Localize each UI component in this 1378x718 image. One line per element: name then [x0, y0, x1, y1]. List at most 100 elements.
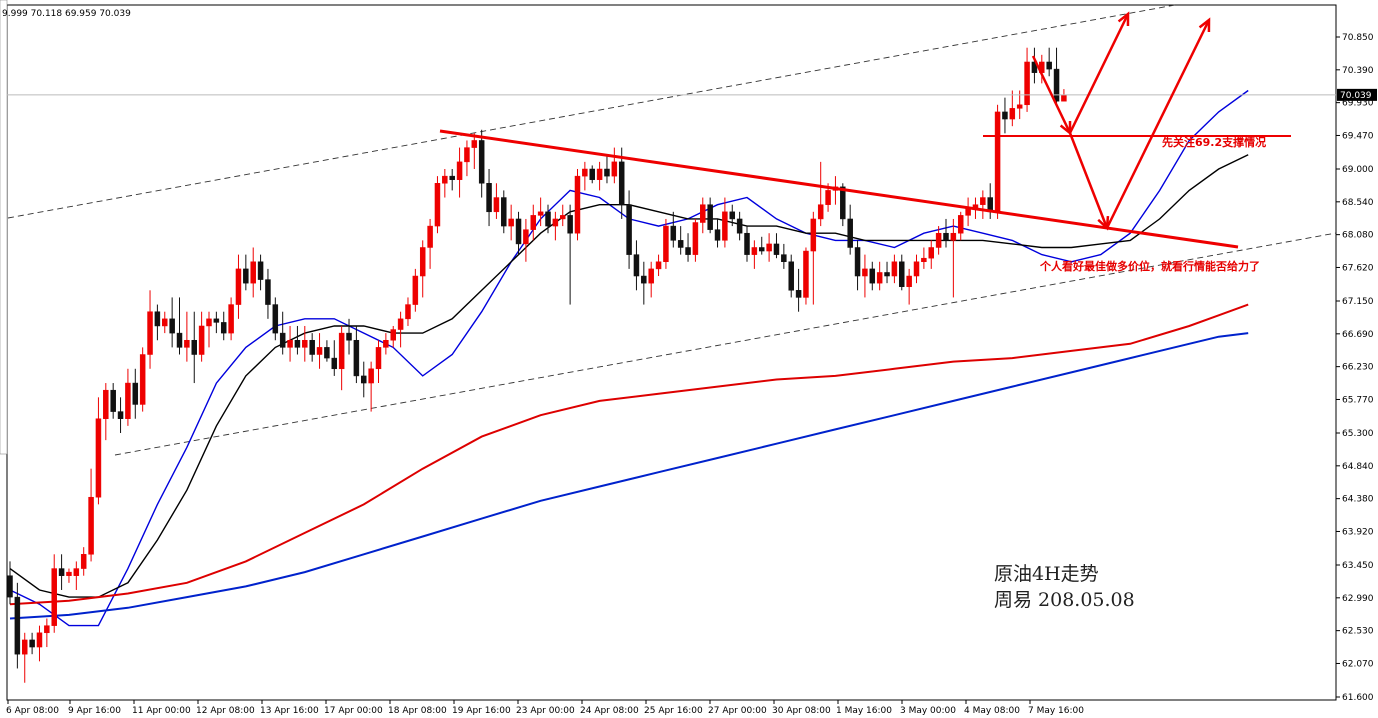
candle-body [88, 496, 94, 555]
candle-body [220, 322, 227, 334]
candle-body [21, 639, 28, 655]
candle-body [95, 418, 102, 498]
candle-body [375, 347, 382, 370]
channel-lower-line[interactable] [114, 232, 1337, 456]
candle-body [781, 254, 787, 263]
y-tick-label: 65.300 [1342, 429, 1374, 439]
candle-body [523, 229, 529, 245]
y-tick-label: 65.770 [1342, 395, 1374, 405]
y-tick-label: 61.600 [1342, 693, 1374, 703]
y-tick-label: 70.390 [1342, 66, 1374, 76]
candle-body [147, 311, 153, 355]
candle-body [700, 204, 706, 223]
candle-body [950, 232, 957, 241]
candle-body [36, 632, 43, 648]
candle-body [862, 268, 868, 277]
candle-body [324, 347, 330, 359]
candle-body [648, 268, 654, 284]
chart-subtitle: 周易 208.05.08 [994, 589, 1135, 611]
candle-body [670, 225, 677, 241]
plot-area [6, 4, 1337, 701]
candle-body [611, 161, 618, 177]
x-tick-label: 25 Apr 16:00 [644, 706, 703, 716]
chart-title: 原油4H走势 [994, 563, 1099, 585]
candle-body [685, 247, 691, 255]
candle-body [1002, 111, 1008, 120]
x-tick-label: 17 Apr 00:00 [324, 706, 383, 716]
candle-body [530, 215, 537, 230]
candle-body [560, 215, 566, 220]
time-axis: 6 Apr 08:00 9 Apr 16:00 11 Apr 00:00 12 Apr… [6, 700, 1084, 716]
arrow-up-1[interactable] [1068, 13, 1130, 134]
candle-body [132, 382, 139, 405]
candle-body [257, 261, 264, 280]
candle-body [803, 250, 809, 298]
candle-body [198, 325, 205, 355]
candle-body [891, 261, 898, 277]
candle-body [169, 318, 175, 334]
candle-body [390, 329, 396, 341]
candle-body [928, 247, 934, 259]
candle-body [714, 229, 721, 241]
x-tick-label: 4 May 08:00 [964, 706, 1020, 716]
candle-body [139, 354, 146, 405]
candle-body [906, 275, 912, 287]
candle-body [383, 339, 389, 348]
candle-body [493, 197, 500, 213]
arrow-down-2[interactable] [1068, 132, 1109, 229]
y-tick-label: 68.540 [1342, 198, 1374, 208]
candle-body [353, 339, 360, 377]
candle-body [840, 186, 846, 220]
candle-body [537, 211, 544, 216]
x-tick-label: 12 Apr 08:00 [196, 706, 255, 716]
candle-body [677, 240, 684, 248]
y-tick-label: 66.230 [1342, 363, 1374, 373]
ma-longest-line [9, 332, 1249, 620]
candle-body [618, 161, 625, 205]
candle-body [206, 318, 212, 327]
candle-body [1046, 61, 1052, 70]
y-tick-label: 67.150 [1342, 297, 1374, 307]
candle-body [729, 211, 736, 220]
y-tick-label: 66.690 [1342, 330, 1374, 340]
candle-body [309, 339, 315, 355]
y-tick-label: 62.070 [1342, 659, 1374, 669]
candle-body [545, 211, 551, 227]
y-tick-label: 67.620 [1342, 263, 1374, 273]
candle-body [854, 247, 861, 277]
candle-body [899, 261, 905, 287]
channel-upper-line[interactable] [7, 4, 1176, 219]
candle-body [736, 218, 743, 234]
candle-body [825, 190, 831, 205]
x-tick-label: 23 Apr 00:00 [516, 706, 575, 716]
candle-body [265, 279, 271, 305]
candle-body [419, 247, 426, 277]
candle-body [604, 168, 610, 177]
candle-body [427, 225, 433, 248]
candle-body [73, 568, 80, 576]
y-tick-label: 70.850 [1342, 33, 1374, 43]
y-tick-label: 69.930 [1342, 99, 1374, 109]
arrow-up-2[interactable] [1105, 19, 1211, 229]
x-tick-label: 27 Apr 00:00 [708, 706, 767, 716]
candle-body [567, 215, 573, 234]
x-tick-label: 9 Apr 16:00 [68, 706, 121, 716]
candle-body [486, 183, 492, 213]
candle-body [80, 554, 87, 569]
candle-body [110, 389, 116, 412]
candle-body [884, 272, 890, 277]
candle-body [515, 218, 522, 245]
candle-body [663, 225, 669, 263]
y-tick-label: 68.080 [1342, 231, 1374, 241]
y-tick-label: 64.840 [1342, 462, 1374, 472]
candle-body [14, 596, 21, 655]
arrow-down-1[interactable] [1031, 55, 1072, 134]
candle-body [1053, 68, 1060, 102]
outlook-note: 个人看好最佳做多价位，就看行情能否给力了 [1039, 259, 1260, 273]
candle-body [29, 639, 35, 648]
x-tick-label: 6 Apr 08:00 [6, 706, 59, 716]
candle-body [655, 261, 662, 270]
candle-body [442, 175, 448, 184]
candle-body [626, 204, 632, 255]
